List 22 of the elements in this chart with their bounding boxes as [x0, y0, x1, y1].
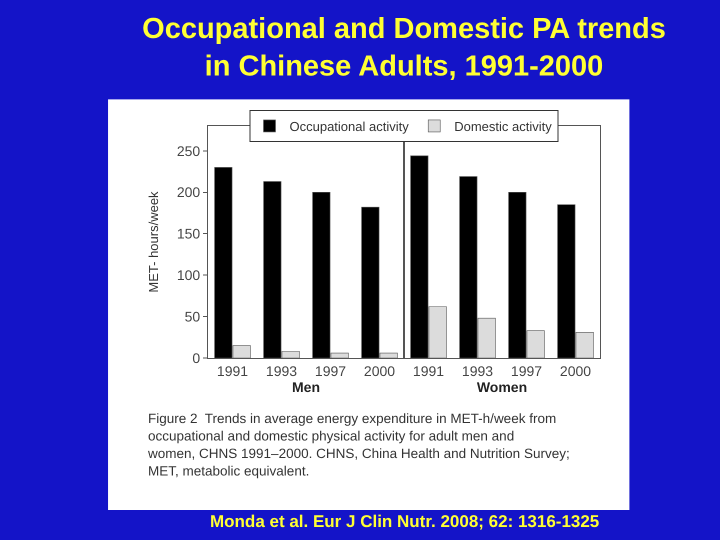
chart-title: Occupational and Domestic PA trends in Chinese Adults, 1991-2000	[142, 12, 666, 82]
y-tick-label: 250	[176, 142, 200, 159]
x-tick-label: 2000	[364, 362, 396, 379]
x-tick-label: 1997	[510, 362, 542, 379]
legend-label: Domestic activity	[454, 119, 552, 134]
x-tick-label: 1993	[462, 362, 494, 379]
x-tick-label: 1991	[412, 362, 444, 379]
x-tick-label: 1991	[216, 362, 248, 379]
legend-label: Occupational activity	[290, 119, 410, 134]
x-axis-title: Men	[292, 379, 320, 396]
x-tick-label: 2000	[560, 362, 592, 379]
text: Monda et al. Eur J Clin Nutr. 2008; 62: 1316-1325	[210, 512, 600, 531]
y-tick-label: 50	[184, 308, 200, 324]
y-axis-title: MET- hours/week	[146, 190, 161, 293]
y-tick-label: 150	[176, 226, 200, 242]
x-axis-title: Women	[476, 379, 528, 396]
x-tick-label: 1997	[314, 362, 346, 379]
y-tick-label: 0	[192, 350, 200, 366]
x-tick-label: 1993	[266, 362, 298, 379]
y-tick-label: 100	[176, 267, 200, 284]
y-tick-label: 200	[176, 184, 200, 200]
caption: Figure 2 Trends in average energy expenditure in MET-h/week from occupational and domestic physical activity for adult men and women, CHNS 1991–2000. CHNS, China Health and Nutrition Survey; MET, metabolic equivalent.	[147, 411, 570, 479]
